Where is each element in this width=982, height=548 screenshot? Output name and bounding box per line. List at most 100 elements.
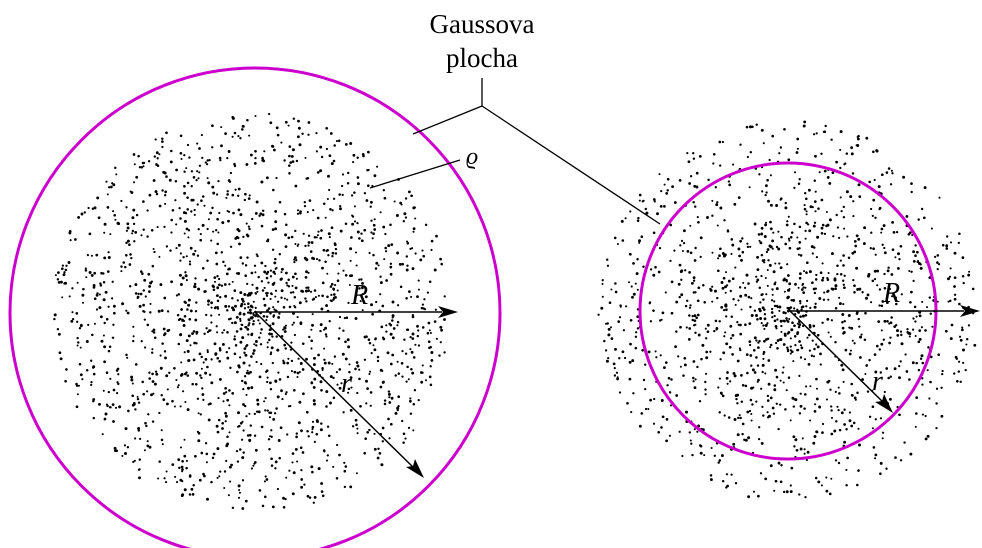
charge-dot <box>866 293 870 297</box>
charge-dot <box>842 264 845 267</box>
charge-dot <box>280 289 284 293</box>
charge-dot <box>226 309 229 312</box>
charge-dot <box>920 326 923 329</box>
charge-dot <box>788 287 791 291</box>
charge-dot <box>292 291 295 294</box>
charge-dot <box>96 292 99 295</box>
charge-dot <box>861 291 864 294</box>
charge-dot <box>279 426 283 430</box>
charge-dot <box>684 269 687 272</box>
charge-dot <box>821 223 825 227</box>
charge-dot <box>210 301 214 305</box>
charge-dot <box>409 397 412 400</box>
charge-dot <box>310 241 314 244</box>
charge-dot <box>406 241 410 245</box>
charge-dot <box>140 234 143 237</box>
charge-dot <box>606 322 609 325</box>
charge-dot <box>343 461 346 464</box>
charge-dot <box>789 484 792 487</box>
charge-dot <box>422 254 426 258</box>
charge-dot <box>222 392 226 395</box>
charge-dot <box>856 137 860 141</box>
charge-dot <box>243 381 247 384</box>
charge-dot <box>154 370 158 373</box>
charge-dot <box>149 302 152 305</box>
charge-dot <box>443 318 446 321</box>
charge-dot <box>121 302 125 306</box>
charge-dot <box>759 301 762 304</box>
charge-dot <box>797 253 800 256</box>
charge-dot <box>286 375 290 379</box>
charge-dot <box>294 447 298 451</box>
charge-dot <box>338 368 342 371</box>
charge-dot <box>671 185 675 189</box>
charge-dot <box>198 164 202 167</box>
charge-dot <box>778 152 781 155</box>
charge-dot <box>925 306 929 309</box>
charge-dot <box>242 451 245 454</box>
charge-dot <box>845 152 849 155</box>
charge-dot <box>717 461 720 464</box>
charge-dot <box>820 152 823 155</box>
charge-dot <box>720 306 724 309</box>
charge-dot <box>251 217 254 221</box>
charge-dot <box>188 475 192 478</box>
charge-dot <box>803 448 806 451</box>
charge-dot <box>248 309 252 312</box>
charge-dot <box>786 220 789 223</box>
charge-dot <box>319 236 323 240</box>
charge-dot <box>280 296 283 299</box>
charge-dot <box>787 376 791 379</box>
charge-dot <box>389 362 393 366</box>
charge-dot <box>262 314 266 318</box>
charge-dot <box>376 355 380 359</box>
charge-dot <box>821 431 824 434</box>
charge-dot <box>228 404 231 407</box>
charge-dot <box>298 370 301 374</box>
charge-dot <box>242 361 246 365</box>
charge-dot <box>311 470 314 474</box>
charge-dot <box>778 305 782 309</box>
charge-dot <box>128 263 132 266</box>
charge-dot <box>724 291 727 294</box>
charge-dot <box>356 156 359 160</box>
charge-dot <box>929 312 932 315</box>
charge-dot <box>276 133 280 137</box>
charge-dot <box>215 294 219 298</box>
charge-dot <box>134 408 137 411</box>
charge-dot <box>311 428 314 431</box>
charge-dot <box>334 284 337 287</box>
charge-dot <box>180 494 184 498</box>
charge-dot <box>338 193 341 196</box>
charge-dot <box>798 247 801 250</box>
charge-dot <box>92 286 96 289</box>
charge-dot <box>139 292 143 296</box>
charge-dot <box>761 306 765 310</box>
charge-dot <box>769 343 773 347</box>
charge-dot <box>414 343 417 346</box>
charge-dot <box>767 359 771 362</box>
charge-dot <box>840 411 844 415</box>
charge-dot <box>218 359 222 363</box>
charge-dot <box>757 378 760 382</box>
charge-dot <box>92 365 96 369</box>
charge-dot <box>610 288 613 291</box>
charge-dot <box>883 272 886 276</box>
charge-dot <box>326 272 329 275</box>
charge-dot <box>288 305 292 309</box>
charge-dot <box>380 463 384 467</box>
charge-dot <box>320 155 324 159</box>
charge-dot <box>621 239 625 242</box>
charge-dot <box>953 251 957 255</box>
charge-dot <box>53 313 57 317</box>
charge-dot <box>439 257 442 261</box>
charge-dot <box>315 150 319 153</box>
charge-dot <box>240 302 244 306</box>
charge-dot <box>112 183 116 187</box>
charge-dot <box>112 420 115 423</box>
charge-dot <box>766 337 770 341</box>
charge-dot <box>128 284 132 288</box>
charge-dot <box>184 271 187 274</box>
charge-dot <box>402 441 405 444</box>
charge-dot <box>852 278 855 282</box>
